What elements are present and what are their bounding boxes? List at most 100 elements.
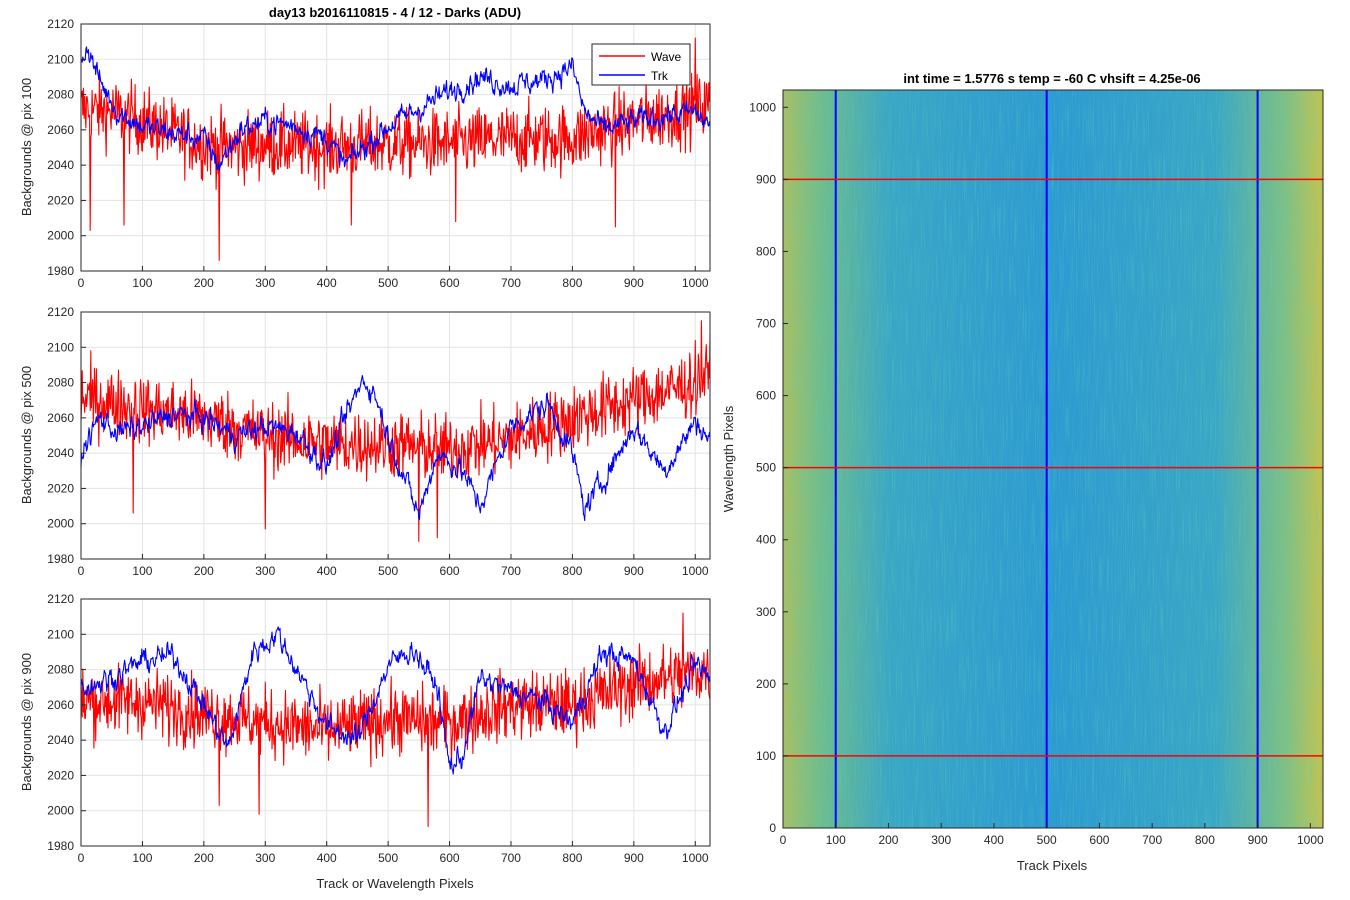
heatmap-ytick-label: 200 (756, 677, 776, 691)
panel-1-series-wave (80, 37, 711, 261)
panel-3-ytick-label: 2040 (47, 733, 74, 747)
heatmap-ytick-label: 1000 (749, 100, 776, 114)
panel-3-axes-box (80, 598, 711, 847)
heatmap-ytick-label: 100 (756, 749, 776, 763)
panel-2: 0 100 200 300 400 500 600 700 800 900 1000 1980 2000… (19, 305, 711, 578)
heatmap-ytick-label: 0 (769, 821, 776, 835)
panel-2-ytick-label: 2080 (47, 376, 74, 390)
heatmap-title: int time = 1.5776 s temp = -60 C vhsift … (903, 71, 1200, 86)
heatmap-ytick-label: 600 (756, 389, 776, 403)
panel-3-grid (80, 598, 710, 847)
legend-label-trk: Trk (651, 69, 669, 83)
heatmap-ytick-label: 800 (756, 244, 776, 258)
heatmap-xtick-label: 100 (826, 833, 846, 847)
panel-1-ytick-label: 2000 (47, 229, 74, 243)
panel-2-xtick-label: 700 (501, 564, 521, 578)
legend-box (591, 43, 691, 86)
panel-1-xtick-label: 1000 (682, 276, 709, 290)
panel-1-ytick-label: 1980 (47, 264, 74, 278)
heatmap-ytick-label: 700 (756, 317, 776, 331)
heatmap-markers (783, 90, 1323, 828)
heatmap-xtick-label: 800 (1195, 833, 1215, 847)
panel-1-ytick-label: 2060 (47, 123, 74, 137)
heatmap-xtick-label: 1000 (1297, 833, 1324, 847)
heatmap-ylabel: Wavelength Pixels (721, 405, 736, 512)
heatmap-xtick-label: 500 (1037, 833, 1057, 847)
panel-2-xtick-label: 500 (378, 564, 398, 578)
panel-2-xtick-label: 400 (317, 564, 337, 578)
heatmap-ytick-label: 300 (756, 605, 776, 619)
panel-1-xtick-label: 400 (317, 276, 337, 290)
legend: Wave Trk (591, 43, 691, 86)
panel-1-ytick-label: 2040 (47, 158, 74, 172)
panel-1-series-trk (80, 46, 711, 171)
panel-3-xtick-label: 0 (78, 851, 85, 865)
panel-3-xtick-label: 300 (255, 851, 275, 865)
heatmap-xtick-label: 900 (1248, 833, 1268, 847)
panel-3-xtick-label: 600 (440, 851, 460, 865)
heatmap-xtick-label: 0 (780, 833, 787, 847)
panel-2-ytick-label: 2020 (47, 481, 74, 495)
panel-2-xtick-label: 600 (440, 564, 460, 578)
panel-3-ticks: 0 100 200 300 400 500 600 700 800 900 1000 1980 2000… (47, 592, 709, 865)
panel-1-axes-box (80, 23, 711, 272)
heatmap-xtick-label: 600 (1089, 833, 1109, 847)
panel-3-ytick-label: 2060 (47, 698, 74, 712)
panel-2-series (80, 320, 711, 542)
panel-2-ytick-label: 2040 (47, 446, 74, 460)
panel-1: day13 b2016110815 - 4 / 12 - Darks (ADU)… (19, 5, 711, 290)
panel-3-ytick-label: 2000 (47, 804, 74, 818)
panel-1-xtick-label: 300 (255, 276, 275, 290)
panel-2-xtick-label: 100 (132, 564, 152, 578)
panel-3-ytick-label: 2080 (47, 663, 74, 677)
panel-1-xtick-label: 600 (440, 276, 460, 290)
panel-3-xtick-label: 500 (378, 851, 398, 865)
heatmap-xtick-label: 700 (1142, 833, 1162, 847)
panel-1-xtick-label: 0 (78, 276, 85, 290)
panel-1-ytick-label: 2080 (47, 88, 74, 102)
panel-2-xtick-label: 300 (255, 564, 275, 578)
panel-3-ytick-label: 2020 (47, 768, 74, 782)
panel-1-xtick-label: 700 (501, 276, 521, 290)
panel-3-xtick-label: 100 (132, 851, 152, 865)
panel-2-xtick-label: 900 (624, 564, 644, 578)
panel-2-ylabel: Backgrounds @ pix 500 (19, 366, 34, 504)
heatmap-ytick-label: 500 (756, 461, 776, 475)
legend-label-wave: Wave (651, 50, 682, 64)
panel-2-series-trk (80, 374, 711, 522)
heatmap-ytick-label: 400 (756, 533, 776, 547)
panel-2-xtick-label: 0 (78, 564, 85, 578)
panel-1-xtick-label: 800 (562, 276, 582, 290)
heatmap-xlabel: Track Pixels (1017, 858, 1088, 873)
panel-3-series-wave (80, 612, 711, 828)
panel-3-xtick-label: 900 (624, 851, 644, 865)
heatmap-ticks: 0 100 200 300 400 500 600 700 800 900 1000 0 100 200 3… (749, 100, 1324, 847)
heatmap-xtick-label: 200 (878, 833, 898, 847)
panel-1-ytick-label: 2020 (47, 193, 74, 207)
panel-2-ytick-label: 2120 (47, 305, 74, 319)
panel-3-xtick-label: 200 (194, 851, 214, 865)
panel-1-xtick-label: 100 (132, 276, 152, 290)
heatmap-xtick-label: 400 (984, 833, 1004, 847)
panel-3-xtick-label: 800 (562, 851, 582, 865)
heatmap-ytick-label: 900 (756, 172, 776, 186)
panel-3-xtick-label: 400 (317, 851, 337, 865)
panel-1-xtick-label: 900 (624, 276, 644, 290)
panel-2-ytick-label: 2060 (47, 411, 74, 425)
heatmap-axes-box (782, 89, 1324, 829)
heatmap-panel: int time = 1.5776 s temp = -60 C vhsift … (721, 71, 1324, 873)
panel-2-xtick-label: 800 (562, 564, 582, 578)
panel-1-xtick-label: 500 (378, 276, 398, 290)
panel-3-ytick-label: 2120 (47, 592, 74, 606)
panel-1-ytick-label: 2100 (47, 52, 74, 66)
panel-2-series-wave (80, 320, 711, 542)
panel-1-xtick-label: 200 (194, 276, 214, 290)
panel-3-ylabel: Backgrounds @ pix 900 (19, 653, 34, 791)
panel-3-xtick-label: 700 (501, 851, 521, 865)
panel-2-ytick-label: 2000 (47, 517, 74, 531)
panel-3-series (80, 612, 711, 828)
heatmap-texture (783, 90, 1323, 828)
panel-3-series-trk (81, 626, 711, 775)
panel-2-ytick-label: 1980 (47, 552, 74, 566)
